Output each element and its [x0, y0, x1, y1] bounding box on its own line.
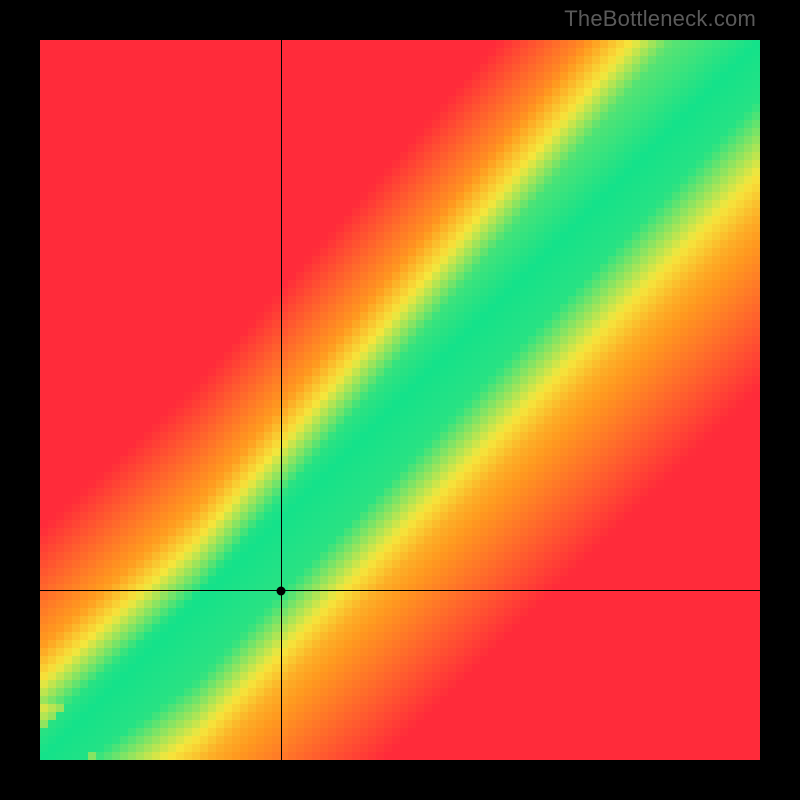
plot-area	[40, 40, 760, 760]
crosshair-horizontal	[40, 590, 760, 591]
heatmap-canvas	[40, 40, 760, 760]
marker-point	[277, 586, 286, 595]
crosshair-vertical	[281, 40, 282, 760]
watermark-text: TheBottleneck.com	[564, 6, 756, 32]
